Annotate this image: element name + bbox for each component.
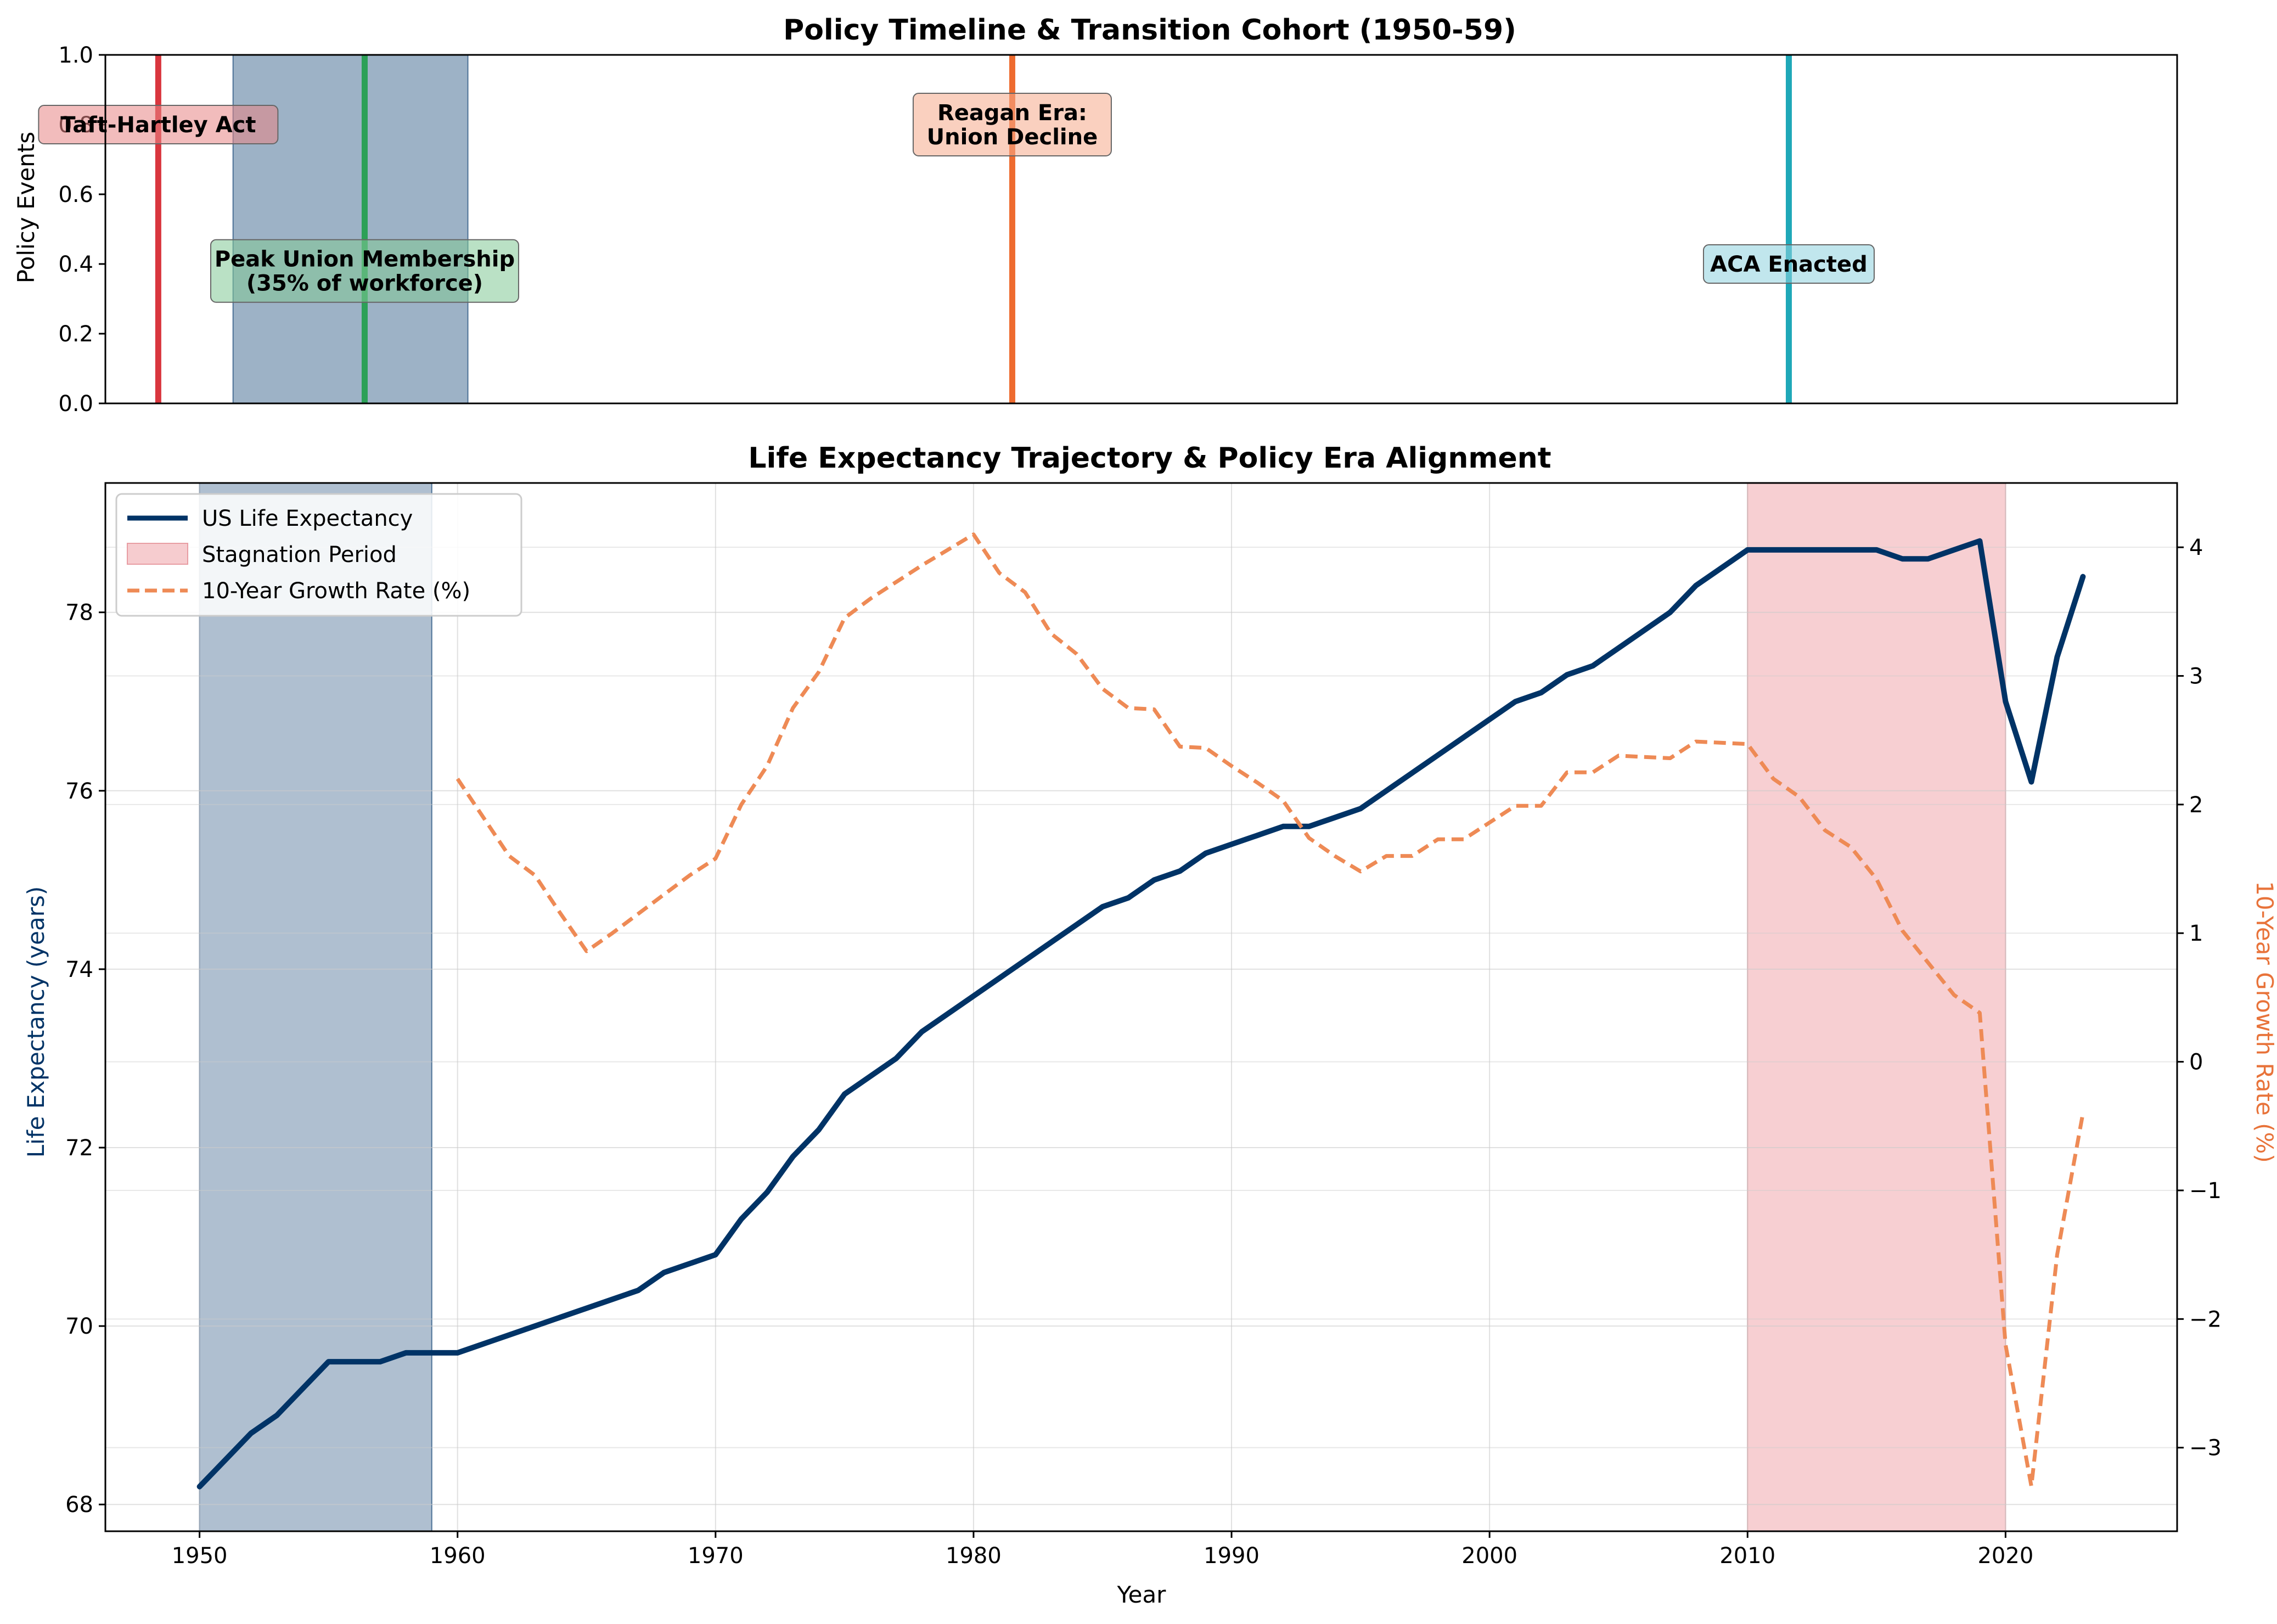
y2-tick-label: −3 xyxy=(2189,1436,2222,1461)
timeline-panel: Policy Timeline & Transition Cohort (195… xyxy=(13,14,2178,417)
timeline-y-tick-label: 1.0 xyxy=(58,43,93,68)
legend-swatch-stagnation xyxy=(127,543,188,565)
series-lines xyxy=(196,532,2086,1490)
trajectory-frame xyxy=(104,482,2178,1532)
y-axis-label: Life Expectancy (years) xyxy=(23,886,49,1158)
event-label-box xyxy=(912,93,1112,156)
trajectory-title: Life Expectancy Trajectory & Policy Era … xyxy=(748,442,1551,475)
life-expectancy-line xyxy=(196,538,2086,1490)
timeline-y-tick-label: 0.0 xyxy=(58,391,93,417)
x-tick-label: 1960 xyxy=(430,1543,486,1569)
x-tick-label: 1950 xyxy=(172,1543,228,1569)
legend: US Life Expectancy Stagnation Period 10-… xyxy=(115,493,522,617)
y-tick-label: 68 xyxy=(65,1492,93,1518)
timeline-frame xyxy=(104,54,2178,404)
legend-box xyxy=(115,493,522,617)
y2-tick-label: 1 xyxy=(2189,921,2203,946)
y2-tick-label: 0 xyxy=(2189,1050,2203,1075)
event-label: ACA Enacted xyxy=(1710,252,1868,277)
y-tick-label: 76 xyxy=(65,779,93,804)
y2-tick-label: −1 xyxy=(2189,1178,2222,1204)
event-label: Reagan Era: Union Decline xyxy=(927,100,1098,150)
y-tick-label: 72 xyxy=(65,1136,93,1161)
timeline-y-tick-label: 0.2 xyxy=(58,322,93,347)
axis-ticks: 1950 1960 1970 1980 1990 2000 2010 2020 68 70 72 74… xyxy=(65,535,2222,1569)
x-tick-label: 1980 xyxy=(946,1543,1002,1569)
x-tick-label: 1990 xyxy=(1204,1543,1260,1569)
legend-label-life-expectancy: US Life Expectancy xyxy=(202,506,413,531)
event-label-box xyxy=(38,105,279,144)
x-tick-label: 1970 xyxy=(688,1543,744,1569)
timeline-y-tick-label: 0.6 xyxy=(58,182,93,207)
timeline-ylabel: Policy Events xyxy=(13,132,40,283)
timeline-title: Policy Timeline & Transition Cohort (195… xyxy=(783,14,1516,47)
x-tick-label: 2010 xyxy=(1719,1543,1775,1569)
stagnation-period-band xyxy=(1747,482,2006,1532)
y2-tick-label: −2 xyxy=(2189,1307,2222,1332)
event-label: Taft-Hartley Act xyxy=(60,113,256,138)
trajectory-panel: Life Expectancy Trajectory & Policy Era … xyxy=(23,442,2277,1608)
y2-tick-label: 4 xyxy=(2189,535,2203,560)
y-tick-label: 74 xyxy=(65,957,93,982)
y2-tick-label: 2 xyxy=(2189,793,2203,818)
y2-axis-label: 10-Year Growth Rate (%) xyxy=(2251,881,2277,1163)
y-tick-label: 78 xyxy=(65,600,93,626)
growth-rate-line xyxy=(456,532,2085,1488)
y2-tick-label: 3 xyxy=(2189,664,2203,689)
x-tick-label: 2020 xyxy=(1977,1543,2033,1569)
timeline-y-tick-label: 0.4 xyxy=(58,252,93,277)
timeline-events: Taft-Hartley Act Peak Union Membership (35… xyxy=(38,55,1875,403)
legend-label-growth-rate: 10-Year Growth Rate (%) xyxy=(202,578,470,604)
x-tick-label: 2000 xyxy=(1461,1543,1517,1569)
event-label-box xyxy=(210,239,519,303)
legend-label-stagnation: Stagnation Period xyxy=(202,542,397,567)
y-tick-label: 70 xyxy=(65,1314,93,1339)
x-axis-label: Year xyxy=(1117,1581,1167,1608)
event-label: Peak Union Membership (35% of workforce) xyxy=(215,247,515,296)
event-label-box xyxy=(1702,244,1875,284)
